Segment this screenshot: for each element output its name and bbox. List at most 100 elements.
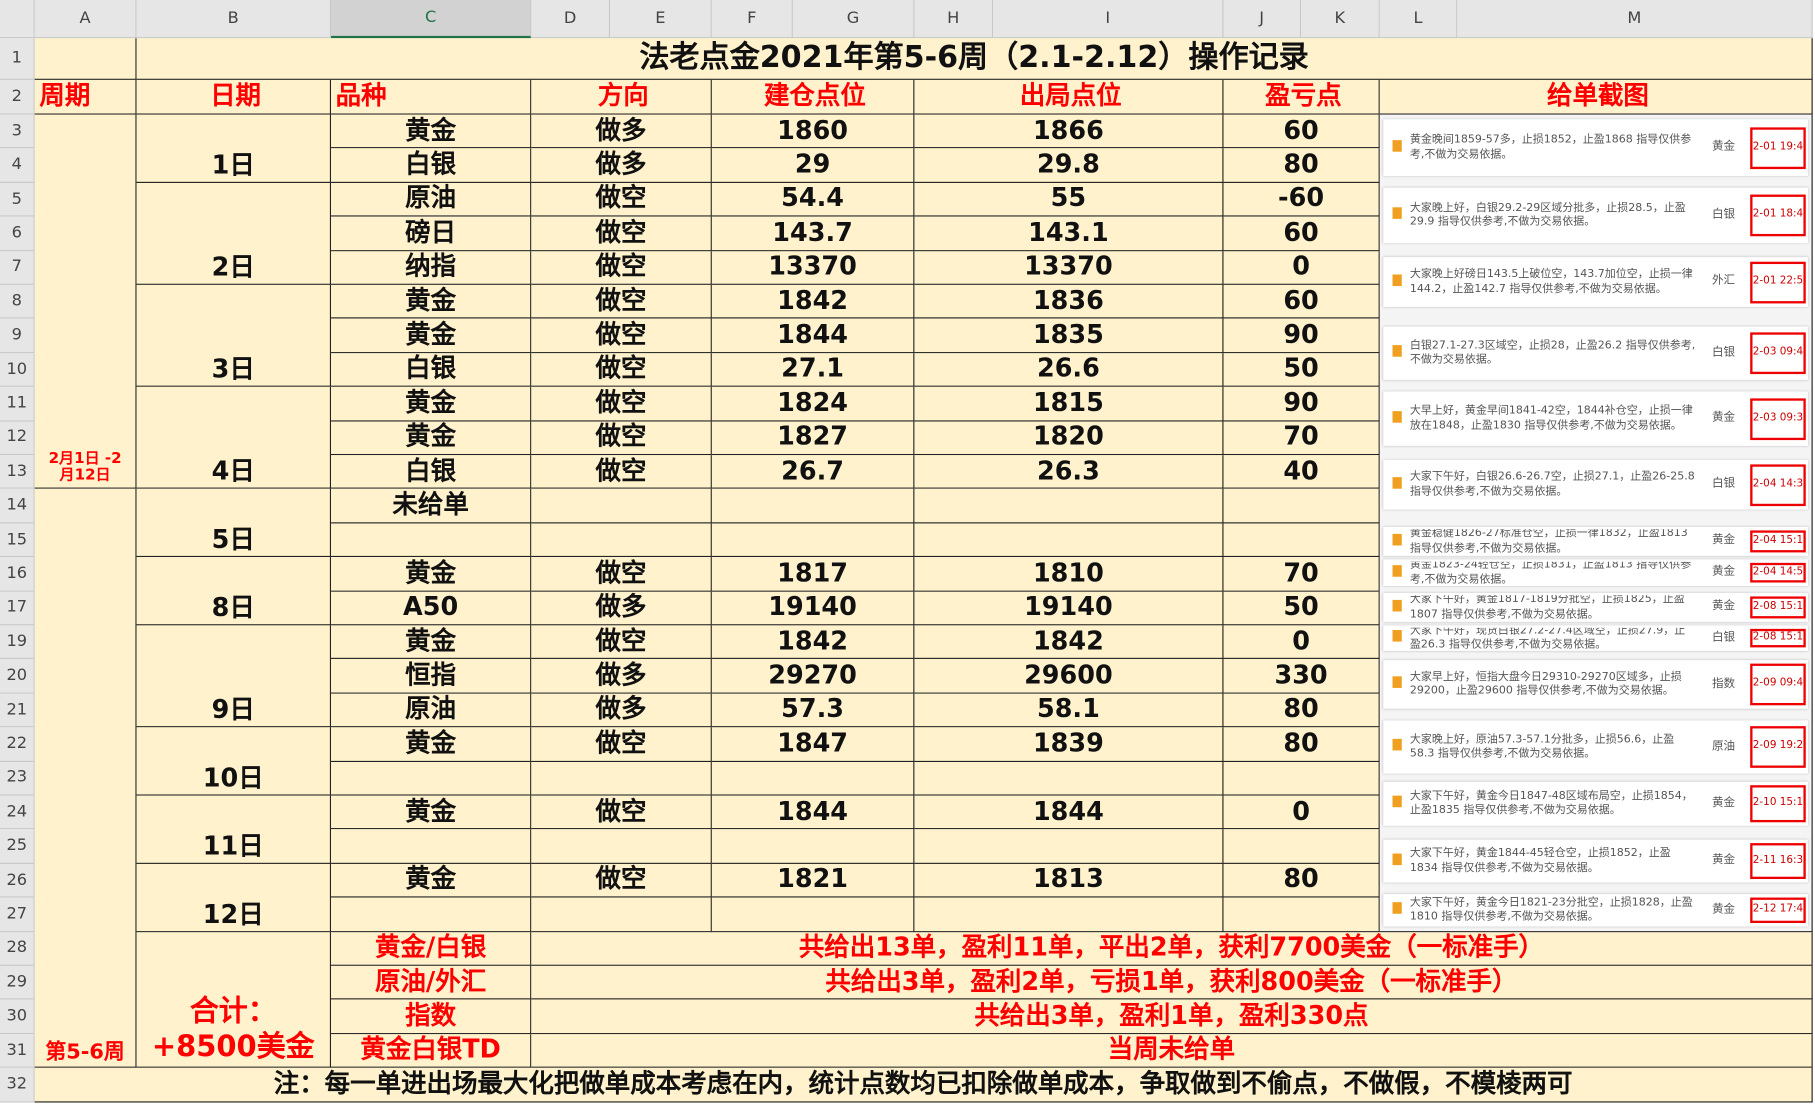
row-header[interactable]: 17 [0, 591, 35, 626]
direction[interactable] [531, 897, 712, 932]
open-price[interactable]: 1842 [711, 284, 915, 319]
row-header[interactable]: 26 [0, 863, 35, 898]
row-header[interactable]: 5 [0, 182, 35, 217]
summary-text[interactable]: 当周未给单 [531, 1033, 1813, 1069]
row-header[interactable]: 20 [0, 659, 35, 694]
column-title[interactable]: 给单截图 [1379, 79, 1813, 115]
pnl-points[interactable]: 0 [1223, 795, 1380, 830]
pnl-points[interactable]: 70 [1223, 557, 1380, 592]
total[interactable]: 合计： +8500美金 [136, 931, 332, 1069]
direction[interactable] [531, 761, 712, 796]
open-price[interactable]: 19140 [711, 591, 915, 626]
open-price[interactable]: 13370 [711, 250, 915, 285]
pnl-points[interactable]: 80 [1223, 693, 1380, 728]
row-header[interactable]: 10 [0, 352, 35, 388]
close-price[interactable]: 1842 [914, 625, 1224, 660]
close-price[interactable] [914, 523, 1224, 558]
direction[interactable]: 做空 [531, 284, 712, 319]
product[interactable]: 未给单 [331, 489, 532, 524]
open-price[interactable]: 1824 [711, 387, 915, 422]
open-price[interactable] [711, 897, 915, 932]
direction[interactable] [531, 489, 712, 524]
direction[interactable]: 做空 [531, 387, 712, 422]
close-price[interactable] [914, 761, 1224, 796]
cell[interactable] [34, 38, 137, 80]
open-price[interactable]: 1817 [711, 557, 915, 592]
open-price[interactable]: 1821 [711, 863, 915, 898]
row-header[interactable]: 23 [0, 761, 35, 796]
date[interactable]: 9日 [136, 625, 332, 728]
date[interactable]: 4日 [136, 387, 332, 490]
close-price[interactable]: 29600 [914, 659, 1224, 694]
row-header[interactable]: 19 [0, 625, 35, 660]
direction[interactable]: 做多 [531, 693, 712, 728]
title[interactable]: 法老点金2021年第5-6周（2.1-2.12）操作记录 [136, 38, 1813, 80]
date[interactable]: 3日 [136, 284, 332, 388]
product[interactable]: 黄金 [331, 727, 532, 762]
close-price[interactable]: 1839 [914, 727, 1224, 762]
product[interactable]: 黄金 [331, 421, 532, 456]
pnl-points[interactable] [1223, 829, 1380, 864]
column-header[interactable]: F [711, 0, 793, 39]
product[interactable] [331, 829, 532, 864]
pnl-points[interactable]: 40 [1223, 455, 1380, 490]
row-header[interactable]: 24 [0, 795, 35, 830]
direction[interactable]: 做空 [531, 250, 712, 285]
summary-category[interactable]: 原油/外汇 [331, 965, 532, 1000]
open-price[interactable] [711, 761, 915, 796]
column-header[interactable]: C [331, 0, 532, 39]
product[interactable] [331, 897, 532, 932]
pnl-points[interactable]: 80 [1223, 727, 1380, 762]
close-price[interactable]: 13370 [914, 250, 1224, 285]
date[interactable]: 5日 [136, 489, 332, 558]
open-price[interactable]: 143.7 [711, 216, 915, 251]
close-price[interactable]: 143.1 [914, 216, 1224, 251]
product[interactable]: 白银 [331, 148, 532, 183]
row-header[interactable]: 31 [0, 1033, 35, 1069]
open-price[interactable]: 1842 [711, 625, 915, 660]
open-price[interactable]: 57.3 [711, 693, 915, 728]
close-price[interactable]: 1815 [914, 387, 1224, 422]
product[interactable]: 黄金 [331, 284, 532, 319]
row-header[interactable]: 22 [0, 727, 35, 762]
pnl-points[interactable] [1223, 897, 1380, 932]
date[interactable]: 8日 [136, 557, 332, 626]
product[interactable]: A50 [331, 591, 532, 626]
pnl-points[interactable]: 0 [1223, 250, 1380, 285]
product[interactable]: 黄金 [331, 387, 532, 422]
date[interactable]: 12日 [136, 863, 332, 932]
row-header[interactable]: 25 [0, 829, 35, 864]
date[interactable]: 1日 [136, 114, 332, 183]
close-price[interactable]: 1810 [914, 557, 1224, 592]
row-header[interactable]: 27 [0, 897, 35, 932]
close-price[interactable] [914, 489, 1224, 524]
row-header[interactable]: 6 [0, 216, 35, 251]
close-price[interactable]: 26.6 [914, 352, 1224, 388]
product[interactable]: 原油 [331, 693, 532, 728]
product[interactable] [331, 523, 532, 558]
row-header[interactable]: 12 [0, 421, 35, 456]
row-header[interactable]: 32 [0, 1068, 35, 1103]
direction[interactable]: 做空 [531, 352, 712, 388]
pnl-points[interactable]: 330 [1223, 659, 1380, 694]
product[interactable]: 黄金 [331, 795, 532, 830]
direction[interactable]: 做空 [531, 216, 712, 251]
summary-text[interactable]: 共给出3单，盈利1单，盈利330点 [531, 999, 1813, 1034]
date[interactable]: 11日 [136, 795, 332, 864]
direction[interactable]: 做空 [531, 182, 712, 217]
column-header[interactable]: E [610, 0, 712, 39]
close-price[interactable]: 1835 [914, 318, 1224, 353]
open-price[interactable]: 26.7 [711, 455, 915, 490]
direction[interactable]: 做空 [531, 795, 712, 830]
pnl-points[interactable]: 60 [1223, 114, 1380, 149]
summary-category[interactable]: 黄金白银TD [331, 1033, 532, 1069]
open-price[interactable] [711, 523, 915, 558]
pnl-points[interactable] [1223, 761, 1380, 796]
column-title[interactable]: 出局点位 [914, 79, 1224, 115]
summary-text[interactable]: 共给出13单，盈利11单，平出2单，获利7700美金（一标准手） [531, 931, 1813, 966]
open-price[interactable]: 54.4 [711, 182, 915, 217]
column-title[interactable]: 日期 [136, 79, 332, 115]
row-header[interactable]: 13 [0, 455, 35, 490]
close-price[interactable]: 29.8 [914, 148, 1224, 183]
product[interactable]: 原油 [331, 182, 532, 217]
